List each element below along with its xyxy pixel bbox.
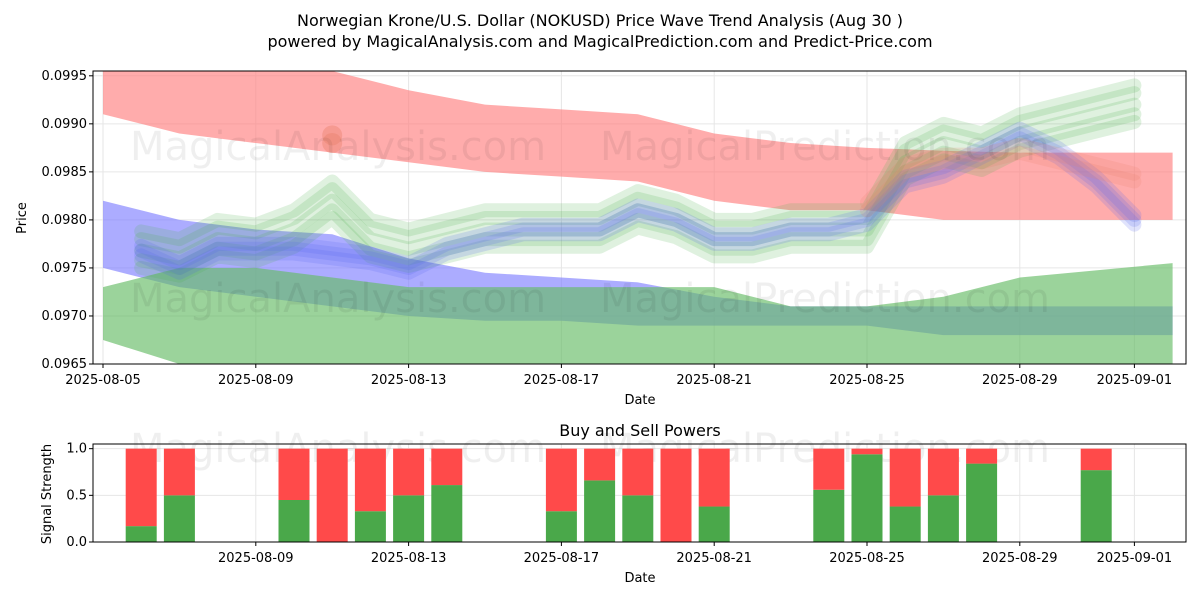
buy-bar	[622, 495, 654, 542]
signal-x-tick-label: 2025-09-01	[1097, 551, 1173, 566]
signal-y-tick-label: 0.5	[66, 488, 87, 503]
sell-bar	[813, 448, 845, 490]
wave-line-green	[134, 107, 1142, 275]
price-y-axis: 0.0965 0.0970 0.0975 0.0980 0.0985 0.0990 0.09…	[42, 69, 93, 372]
buy-bar	[584, 480, 616, 542]
price-y-tick-label: 0.0995	[42, 69, 88, 84]
price-x-tick-label: 2025-08-29	[982, 373, 1058, 388]
bottom-chart-title: Buy and Sell Powers	[559, 421, 721, 440]
wave-line-blue	[134, 126, 1142, 275]
wave-line-green	[134, 97, 1142, 266]
signal-x-tick-label: 2025-08-17	[524, 551, 600, 566]
signal-x-axis: 2025-08-09 2025-08-13 2025-08-17 2025-08-21…	[218, 542, 1172, 566]
price-x-tick-label: 2025-08-17	[524, 373, 600, 388]
buy-bar	[125, 526, 157, 542]
chart-title: Norwegian Krone/U.S. Dollar (NOKUSD) Pri…	[297, 11, 903, 30]
price-x-tick-label: 2025-08-05	[65, 373, 141, 388]
price-y-tick-label: 0.0975	[42, 261, 88, 276]
sell-bar	[163, 448, 195, 496]
wave-line-red	[860, 137, 1142, 210]
sell-bar	[125, 448, 157, 527]
sell-bar	[354, 448, 386, 512]
sell-bar	[622, 448, 654, 496]
wave-line-blue	[134, 131, 1142, 280]
watermark-right: MagicalPrediction.com	[600, 124, 1050, 170]
price-y-label: Price	[15, 202, 30, 234]
sell-bar	[660, 448, 692, 542]
buy-bar	[813, 489, 845, 542]
price-x-axis: 2025-08-05 2025-08-09 2025-08-13 2025-08-17…	[65, 364, 1172, 388]
sell-bar	[1080, 448, 1112, 471]
sell-bar	[851, 448, 883, 455]
buy-bar	[966, 463, 998, 542]
buy-bar	[927, 495, 959, 542]
sell-bar	[966, 448, 998, 464]
signal-x-tick-label: 2025-08-25	[829, 551, 905, 566]
signal-bars	[125, 448, 1112, 542]
watermark-left: MagicalAnalysis.com	[130, 124, 546, 170]
buy-bar	[431, 485, 463, 542]
price-x-tick-label: 2025-08-09	[218, 373, 294, 388]
price-bands	[103, 71, 1173, 364]
wave-line-green	[134, 78, 1142, 247]
buy-bar	[851, 454, 883, 542]
buy-bar	[278, 500, 310, 542]
signal-x-tick-label: 2025-08-29	[982, 551, 1058, 566]
price-plot-frame	[92, 70, 1187, 365]
band-red	[103, 71, 1173, 220]
signal-y-label: Signal Strength	[40, 444, 55, 544]
sell-bar	[393, 448, 425, 496]
watermark-left-lower: MagicalAnalysis.com	[130, 276, 546, 322]
sell-bar	[698, 448, 730, 507]
band-green	[103, 263, 1173, 364]
price-x-tick-label: 2025-09-01	[1097, 373, 1173, 388]
sell-bar	[316, 448, 348, 542]
price-x-tick-label: 2025-08-21	[676, 373, 752, 388]
price-y-tick-label: 0.0965	[42, 357, 88, 372]
signal-y-tick-label: 1.0	[66, 442, 87, 457]
price-wave-lines	[134, 78, 1142, 283]
wave-line-red	[322, 125, 343, 146]
wave-line-red	[322, 133, 343, 154]
buy-bar	[1080, 470, 1112, 542]
signal-y-axis: 0.0 0.5 1.0	[66, 442, 93, 550]
wave-line-green	[134, 86, 1142, 254]
signal-plot-frame	[92, 443, 1187, 543]
wave-line-green	[134, 114, 1142, 283]
price-y-tick-label: 0.0985	[42, 165, 88, 180]
price-y-tick-label: 0.0970	[42, 309, 88, 324]
sell-bar	[584, 448, 616, 481]
buy-bar	[163, 495, 195, 542]
sell-bar	[927, 448, 959, 496]
watermark-right-lower: MagicalPrediction.com	[600, 276, 1050, 322]
buy-bar	[545, 511, 577, 542]
buy-bar	[393, 495, 425, 542]
price-y-tick-label: 0.0990	[42, 117, 88, 132]
buy-bar	[354, 511, 386, 542]
chart-subtitle: powered by MagicalAnalysis.com and Magic…	[267, 32, 932, 51]
signal-x-tick-label: 2025-08-21	[676, 551, 752, 566]
signal-y-tick-label: 0.0	[66, 535, 87, 550]
wave-line-red	[860, 145, 1142, 218]
buy-bar	[889, 506, 921, 542]
sell-bar	[545, 448, 577, 512]
signal-x-label: Date	[624, 571, 655, 586]
price-y-tick-label: 0.0980	[42, 213, 88, 228]
buy-bar	[698, 506, 730, 542]
signal-x-tick-label: 2025-08-13	[371, 551, 447, 566]
signal-x-tick-label: 2025-08-09	[218, 551, 294, 566]
price-x-tick-label: 2025-08-13	[371, 373, 447, 388]
wave-line-blue	[134, 121, 1142, 271]
price-x-tick-label: 2025-08-25	[829, 373, 905, 388]
sell-bar	[278, 448, 310, 500]
sell-bar	[431, 448, 463, 486]
price-x-label: Date	[624, 393, 655, 408]
sell-bar	[889, 448, 921, 507]
